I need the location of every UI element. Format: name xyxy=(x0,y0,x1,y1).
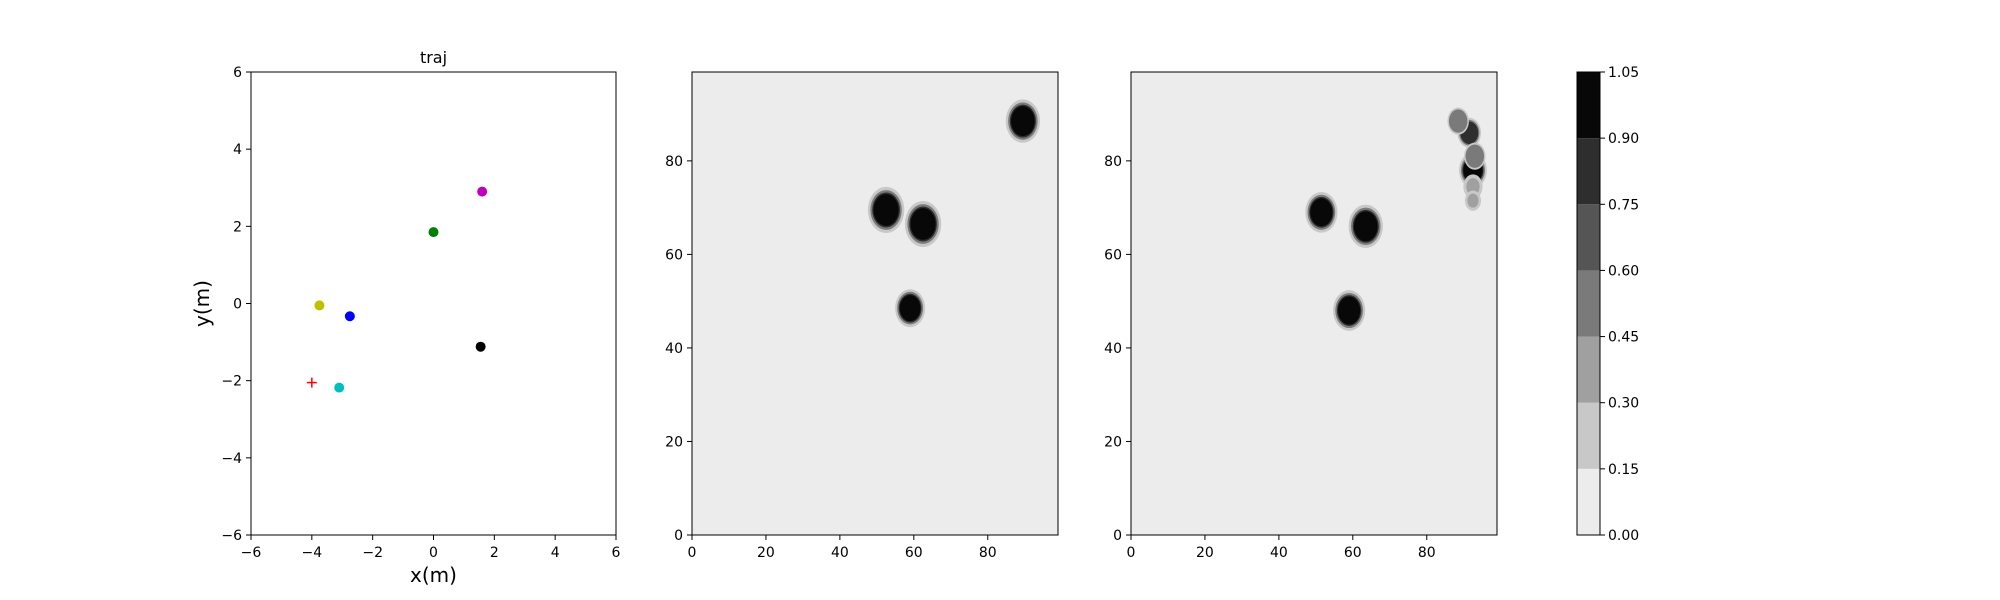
colorbar-band xyxy=(1577,138,1600,205)
y-tick-label: −6 xyxy=(221,528,242,544)
obstacle-blob xyxy=(1450,111,1466,131)
heatmap-cells xyxy=(867,99,1041,328)
scatter-point xyxy=(428,227,439,238)
y-tick-label: 80 xyxy=(665,154,683,170)
plot-area xyxy=(251,72,616,535)
x-tick-label: −2 xyxy=(362,545,383,561)
scatter-point xyxy=(344,311,355,322)
colorbar-band xyxy=(1577,270,1600,337)
x-tick-label: 20 xyxy=(757,545,775,561)
y-axis-label: y(m) xyxy=(190,280,214,327)
occupancy-map-panel-1: 0 20 40 60 80 0 20 40 60 80 xyxy=(665,71,1059,561)
goal-marker-plus xyxy=(306,377,317,388)
x-tick-label: 6 xyxy=(612,545,621,561)
axes-frame xyxy=(1130,71,1498,536)
x-tick-label: 80 xyxy=(1418,545,1436,561)
y-tick-label: 4 xyxy=(233,142,242,158)
obstacle-blob xyxy=(1353,211,1378,242)
colorbar-band xyxy=(1577,402,1600,469)
obstacle-blob xyxy=(1466,178,1480,195)
x-axis-label: x(m) xyxy=(410,563,457,587)
scatter-point xyxy=(475,341,486,352)
heatmap-background xyxy=(1131,72,1497,535)
x-tick-label: 4 xyxy=(551,545,560,561)
x-tick-label: 0 xyxy=(429,545,438,561)
colorbar-tick-label: 0.90 xyxy=(1608,131,1639,147)
y-tick-label: 6 xyxy=(233,65,242,81)
obstacle-blob xyxy=(899,295,921,322)
colorbar-tick-label: 0.45 xyxy=(1608,330,1639,346)
colorbar-band xyxy=(1577,468,1600,535)
colorbar-tick-label: 0.30 xyxy=(1608,396,1639,412)
obstacle-blob xyxy=(910,208,936,240)
occupancy-map-panel-2: 0 20 40 60 80 0 20 40 60 80 xyxy=(1104,71,1498,561)
y-tick-label: 20 xyxy=(1104,434,1122,450)
colorbar-band xyxy=(1577,336,1600,403)
axes-frame xyxy=(691,71,1059,536)
x-tick-label: 80 xyxy=(979,545,997,561)
x-tick-label: 0 xyxy=(1127,545,1136,561)
obstacle-blob xyxy=(1338,296,1361,325)
x-tick-label: 40 xyxy=(831,545,849,561)
y-tick-label: 0 xyxy=(674,528,683,544)
y-tick-label: −4 xyxy=(221,451,242,467)
y-tick-label: 2 xyxy=(233,219,242,235)
obstacle-blob xyxy=(1011,106,1035,137)
y-tick-label: 60 xyxy=(1104,247,1122,263)
scatter-point xyxy=(334,382,345,393)
y-tick-label: 0 xyxy=(233,297,242,313)
x-tick-label: 60 xyxy=(1344,545,1362,561)
colorbar-frame xyxy=(1576,71,1601,536)
y-tick-label: 20 xyxy=(665,434,683,450)
heatmap-background xyxy=(692,72,1058,535)
colorbar-panel: 0.00 0.15 0.30 0.45 0.60 0.75 0.90 1.05 xyxy=(1576,65,1639,544)
x-tick-label: 40 xyxy=(1270,545,1288,561)
chart-title: traj xyxy=(420,48,447,67)
colorbar-band xyxy=(1577,72,1600,139)
trajectory-panel: −6 −4 −2 0 2 4 6 −6 −4 −2 0 2 4 6 traj x(m) y(m) xyxy=(190,48,621,587)
x-tick-label: −6 xyxy=(241,545,262,561)
scatter-point xyxy=(477,186,488,197)
obstacle-blob xyxy=(1467,146,1483,166)
obstacle-blob xyxy=(1467,193,1479,208)
x-tick-label: 60 xyxy=(905,545,923,561)
y-tick-label: −2 xyxy=(221,374,242,390)
x-tick-label: 0 xyxy=(688,545,697,561)
x-tick-label: −4 xyxy=(302,545,323,561)
scatter-point xyxy=(314,300,325,311)
colorbar-tick-label: 1.05 xyxy=(1608,65,1639,81)
axes-frame xyxy=(250,71,617,536)
y-tick-label: 40 xyxy=(665,341,683,357)
y-tick-label: 40 xyxy=(1104,341,1122,357)
x-tick-label: 2 xyxy=(490,545,499,561)
colorbar-tick-label: 0.15 xyxy=(1608,462,1639,478)
y-tick-label: 0 xyxy=(1113,528,1122,544)
colorbar-band xyxy=(1577,204,1600,271)
y-tick-label: 80 xyxy=(1104,154,1122,170)
obstacle-blob xyxy=(873,194,899,226)
x-tick-label: 20 xyxy=(1196,545,1214,561)
heatmap-cells xyxy=(1305,107,1487,331)
colorbar-tick-label: 0.75 xyxy=(1608,197,1639,213)
y-tick-label: 60 xyxy=(665,247,683,263)
colorbar-tick-label: 0.60 xyxy=(1608,263,1639,279)
obstacle-blob xyxy=(1310,198,1333,227)
colorbar-tick-label: 0.00 xyxy=(1608,528,1639,544)
